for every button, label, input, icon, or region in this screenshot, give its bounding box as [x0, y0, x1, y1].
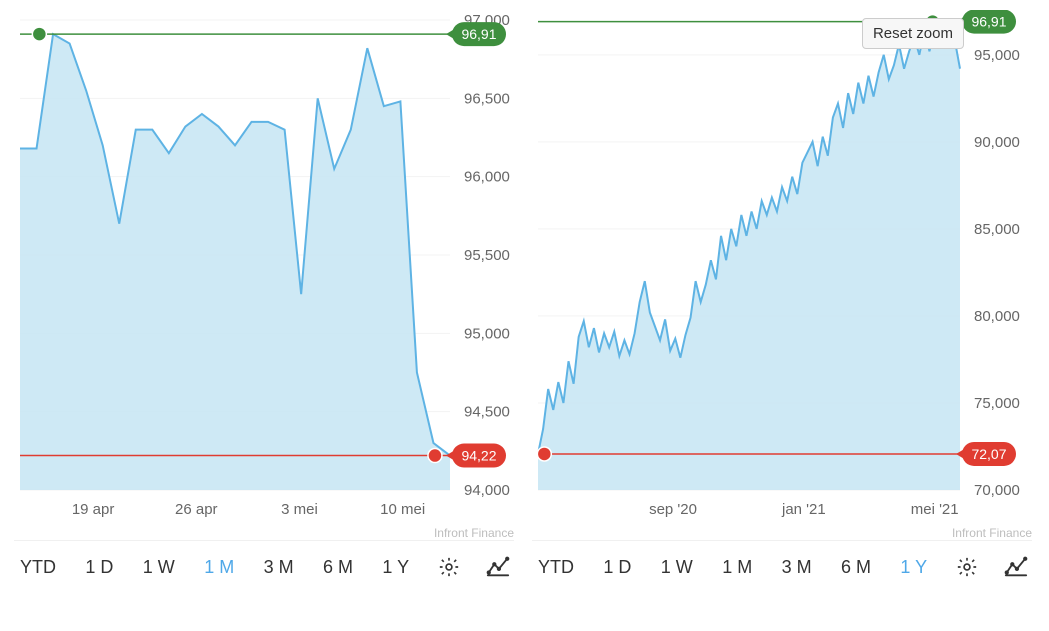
area-chart-1m: 94,00094,50095,00095,50096,00096,50097,0…	[14, 10, 514, 540]
area-chart-1y: 70,000 75,000 80,000 85,000 90,000 95,000 sep …	[532, 10, 1032, 540]
range-1d[interactable]: 1 D	[83, 557, 115, 578]
svg-text:96,500: 96,500	[464, 90, 510, 107]
low-marker-dot	[537, 447, 551, 461]
svg-text:72,07: 72,07	[971, 446, 1006, 462]
range-selector-1y: YTD 1 D 1 W 1 M 3 M 6 M 1 Y	[532, 541, 1032, 587]
svg-text:95,000: 95,000	[464, 325, 510, 342]
range-1w[interactable]: 1 W	[141, 557, 177, 578]
gear-icon[interactable]	[437, 555, 461, 579]
svg-text:80,000: 80,000	[974, 308, 1020, 325]
svg-text:94,000: 94,000	[464, 482, 510, 499]
svg-text:jan '21: jan '21	[781, 501, 826, 518]
svg-text:sep '20: sep '20	[649, 501, 697, 518]
reset-zoom-button[interactable]: Reset zoom	[862, 18, 964, 49]
low-marker-dot	[428, 449, 442, 463]
svg-text:19 apr: 19 apr	[72, 501, 115, 518]
svg-text:26 apr: 26 apr	[175, 501, 218, 518]
gear-icon[interactable]	[955, 555, 979, 579]
range-1w[interactable]: 1 W	[659, 557, 695, 578]
chart-plot-1y: Reset zoom 70,000 75,000 80,000 85,000 90,00…	[532, 10, 1032, 541]
chart-type-icon[interactable]	[486, 555, 510, 579]
svg-text:90,000: 90,000	[974, 134, 1020, 151]
svg-text:95,500: 95,500	[464, 247, 510, 264]
range-ytd[interactable]: YTD	[18, 557, 58, 578]
chart-type-icon[interactable]	[1004, 555, 1028, 579]
svg-text:3 mei: 3 mei	[281, 501, 318, 518]
svg-text:96,91: 96,91	[971, 14, 1006, 30]
svg-text:96,000: 96,000	[464, 169, 510, 186]
svg-text:94,500: 94,500	[464, 404, 510, 421]
range-ytd[interactable]: YTD	[536, 557, 576, 578]
high-marker-dot	[32, 27, 46, 41]
svg-text:94,22: 94,22	[461, 448, 496, 464]
range-1m[interactable]: 1 M	[202, 557, 236, 578]
range-6m[interactable]: 6 M	[321, 557, 355, 578]
svg-text:mei '21: mei '21	[911, 501, 959, 518]
range-3m[interactable]: 3 M	[780, 557, 814, 578]
svg-text:96,91: 96,91	[461, 26, 496, 42]
chart-plot-1m: 94,00094,50095,00095,50096,00096,50097,0…	[14, 10, 514, 541]
chart-panel-1m: 94,00094,50095,00095,50096,00096,50097,0…	[14, 10, 514, 587]
chart-panel-1y: Reset zoom 70,000 75,000 80,000 85,000 90,00…	[532, 10, 1032, 587]
range-selector-1m: YTD 1 D 1 W 1 M 3 M 6 M 1 Y	[14, 541, 514, 587]
range-3m[interactable]: 3 M	[262, 557, 296, 578]
range-1m[interactable]: 1 M	[720, 557, 754, 578]
svg-text:70,000: 70,000	[974, 482, 1020, 499]
range-1y[interactable]: 1 Y	[898, 557, 929, 578]
svg-text:85,000: 85,000	[974, 221, 1020, 238]
range-6m[interactable]: 6 M	[839, 557, 873, 578]
range-1d[interactable]: 1 D	[601, 557, 633, 578]
svg-text:10 mei: 10 mei	[380, 501, 425, 518]
svg-text:75,000: 75,000	[974, 395, 1020, 412]
range-1y[interactable]: 1 Y	[380, 557, 411, 578]
svg-text:95,000: 95,000	[974, 47, 1020, 64]
